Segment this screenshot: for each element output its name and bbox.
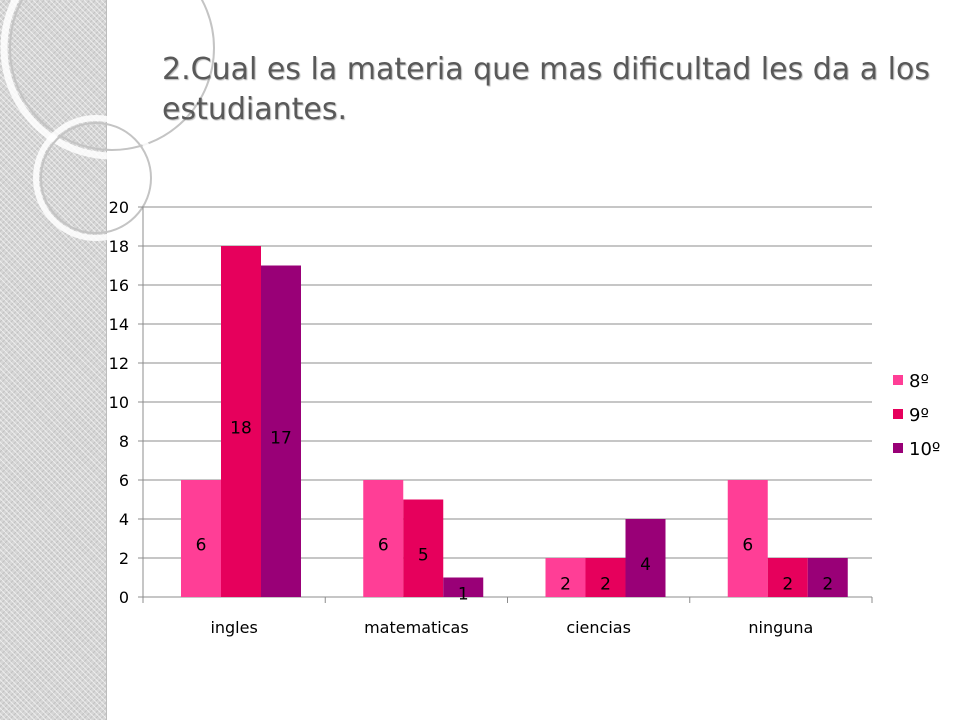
legend-swatch [893, 443, 903, 453]
bar [221, 246, 261, 597]
data-label: 6 [742, 536, 753, 556]
data-label: 2 [822, 575, 833, 595]
y-tick-label: 16 [109, 276, 129, 295]
data-label: 6 [378, 536, 389, 556]
bar [727, 480, 768, 597]
bar [181, 480, 221, 597]
y-tick-label: 20 [109, 198, 129, 217]
x-tick-label: ninguna [748, 618, 813, 637]
bars [181, 246, 848, 597]
data-label: 1 [458, 584, 469, 604]
y-tick-label: 10 [109, 393, 129, 412]
bar [363, 480, 404, 597]
y-tick-label: 6 [119, 471, 129, 490]
legend: 8º 9º 10º [893, 371, 940, 460]
data-label: 4 [640, 555, 651, 575]
data-label: 6 [196, 536, 207, 556]
y-tick-label: 14 [109, 315, 129, 334]
x-tick-label: ingles [210, 618, 257, 637]
bar [261, 265, 301, 597]
y-tick-label: 0 [119, 588, 129, 607]
y-tick-label: 12 [109, 354, 129, 373]
y-tick-label: 4 [119, 510, 129, 529]
slide-title: 2.Cual es la materia que mas dificultad … [162, 52, 930, 127]
bar [545, 558, 586, 597]
data-label: 18 [230, 419, 252, 439]
legend-label: 9º [909, 405, 929, 426]
legend-label: 8º [909, 371, 929, 392]
y-tick-label: 8 [119, 432, 129, 451]
bar [585, 558, 626, 597]
x-tick-label: ciencias [566, 618, 631, 637]
legend-swatch [893, 409, 903, 419]
bar [807, 558, 848, 597]
data-label: 2 [600, 575, 611, 595]
y-tick-label: 18 [109, 237, 129, 256]
x-tick-label: matematicas [364, 618, 469, 637]
bar [443, 577, 484, 597]
data-label: 2 [782, 575, 793, 595]
data-label: 5 [418, 545, 429, 565]
legend-swatch [893, 375, 903, 385]
data-label: 2 [560, 575, 571, 595]
bar [403, 499, 444, 597]
data-labels: 6 6 2 6 18 5 2 2 17 1 4 2 [196, 419, 834, 605]
bar [767, 558, 808, 597]
data-label: 17 [270, 428, 292, 448]
y-tick-label: 2 [119, 549, 129, 568]
legend-label: 10º [909, 439, 940, 460]
bar [625, 519, 666, 597]
